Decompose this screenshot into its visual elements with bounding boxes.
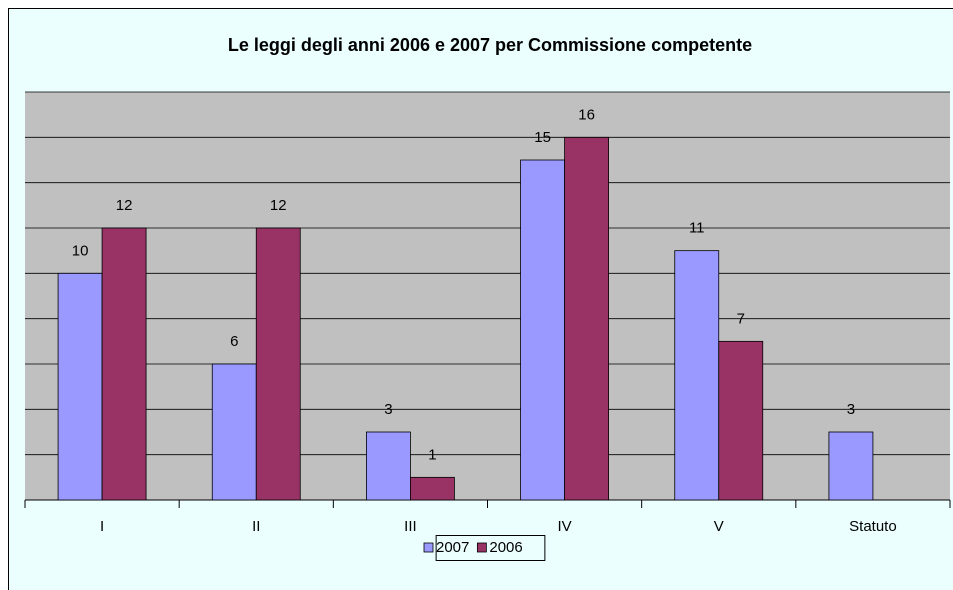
legend — [435, 535, 546, 561]
x-tick-label: III — [404, 518, 417, 535]
data-label: 10 — [72, 242, 89, 259]
x-tick-label: IV — [557, 518, 571, 535]
bar — [255, 227, 301, 501]
bar — [564, 136, 609, 501]
data-label: 15 — [534, 129, 551, 146]
bar — [410, 476, 455, 501]
data-label: 3 — [384, 401, 392, 418]
data-label: 12 — [116, 197, 133, 214]
legend-label: 2006 — [489, 539, 522, 556]
legend-swatch — [423, 542, 434, 553]
data-label: 11 — [689, 220, 705, 237]
chart-title: Le leggi degli anni 2006 e 2007 per Comm… — [228, 35, 752, 55]
bar — [211, 363, 257, 501]
bar — [718, 340, 764, 501]
x-tick-label: II — [252, 518, 260, 535]
plot-area — [25, 92, 950, 500]
x-tick-label: Statuto — [849, 518, 897, 535]
data-label: 12 — [270, 197, 287, 214]
legend-swatch — [476, 542, 487, 553]
bar — [674, 250, 720, 501]
data-label: 1 — [428, 446, 436, 463]
bar — [828, 431, 874, 501]
data-label: 3 — [847, 401, 855, 418]
bar — [366, 431, 411, 501]
data-label: 16 — [578, 106, 595, 123]
bar — [57, 272, 103, 501]
x-tick-label: I — [100, 518, 104, 535]
data-label: 6 — [230, 333, 238, 350]
x-tick-label: V — [714, 518, 724, 535]
bar — [520, 159, 565, 501]
bar — [101, 227, 147, 501]
legend-label: 2007 — [436, 539, 469, 556]
data-label: 7 — [737, 310, 745, 327]
